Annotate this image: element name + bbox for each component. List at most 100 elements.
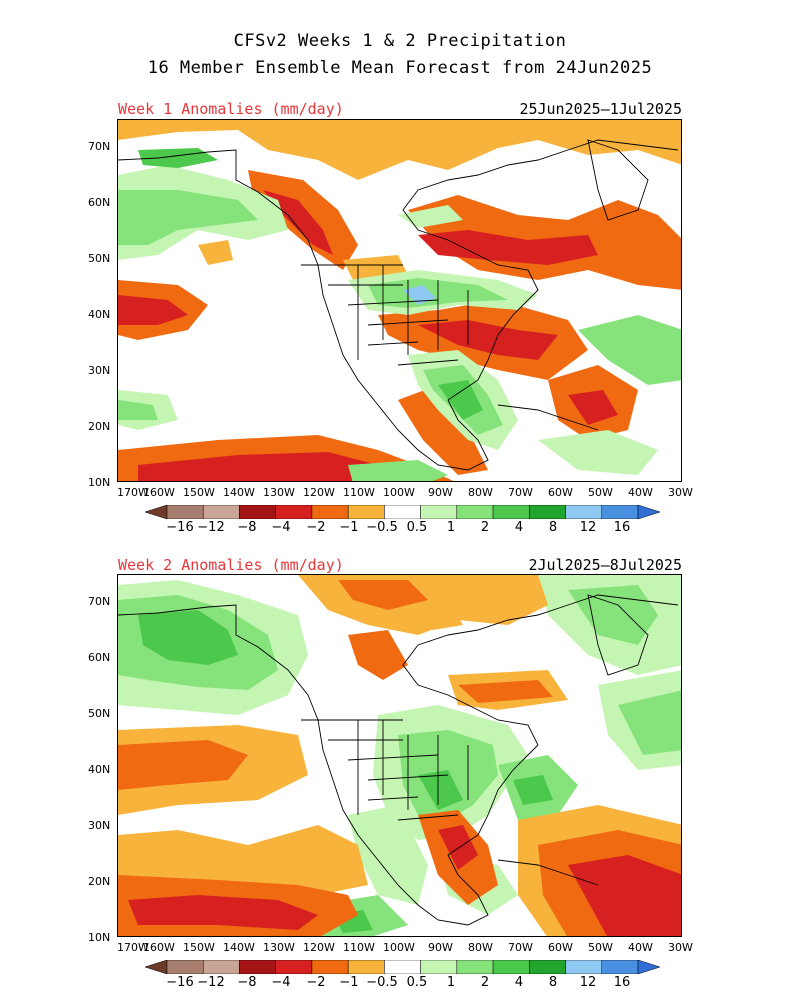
colorbar-max-triangle xyxy=(637,960,660,974)
w1-cbar-label: 0.5 xyxy=(406,520,428,535)
w1-lon-label: 160W xyxy=(143,486,175,499)
w1-cbar-label: −1 xyxy=(339,520,359,535)
w1-wet-blue-central xyxy=(403,285,436,305)
w1-cbar-label: 2 xyxy=(480,520,490,535)
w2-lat-label: 20N xyxy=(88,875,111,888)
w2-lat-label: 60N xyxy=(88,651,111,664)
w1-lon-label: 120W xyxy=(303,486,335,499)
w2-cbar-label: 16 xyxy=(613,975,631,990)
w1-wet-mid-pacific xyxy=(118,400,158,420)
w2-cbar-label: −8 xyxy=(237,975,257,990)
w2-coastlines xyxy=(118,594,679,926)
w1-wet-dark-gulf xyxy=(438,380,483,420)
w1-lat-label: 10N xyxy=(88,476,111,489)
w2-lat-label: 40N xyxy=(88,763,111,776)
w1-lon-label: 80W xyxy=(468,486,493,499)
w2-cbar-label: −1 xyxy=(339,975,359,990)
w1-cbar-label: 8 xyxy=(548,520,558,535)
w1-dry-dark-rockies xyxy=(263,190,333,255)
w2-lon-label: 80W xyxy=(468,941,493,954)
w2-cbar-label: 1 xyxy=(446,975,456,990)
colorbar-swatch xyxy=(347,505,385,519)
colorbar-swatch xyxy=(202,505,240,519)
w2-dry-light-sw xyxy=(118,825,368,895)
w2-lat-label: 70N xyxy=(88,595,111,608)
w2-cbar-label: 8 xyxy=(548,975,558,990)
w1-cbar-label: 4 xyxy=(514,520,524,535)
w2-dry-dark-gulf xyxy=(438,825,478,870)
w1-dry-dark-canada xyxy=(418,230,598,265)
colorbar-swatch xyxy=(420,505,458,519)
w1-lon-label: 130W xyxy=(263,486,295,499)
colorbar-max-triangle xyxy=(637,505,660,519)
colorbar-swatch xyxy=(529,960,566,974)
w1-wet-light-hudson xyxy=(398,205,463,228)
colorbar-swatch xyxy=(492,960,530,974)
colorbar-min-triangle xyxy=(145,505,168,519)
w2-dry-dark-tropics xyxy=(128,895,318,930)
w1-wet-mid-alaska xyxy=(118,190,258,245)
w1-cbar-label: −0.5 xyxy=(366,520,398,535)
colorbar-swatch xyxy=(420,960,458,974)
w1-wet-mid-se-atlantic xyxy=(578,315,681,385)
w1-dry-light-north xyxy=(118,120,681,180)
w2-wet-mid-se xyxy=(618,690,681,755)
week1-map xyxy=(117,119,682,482)
w2-wet-light-mexico xyxy=(348,805,428,905)
w2-cbar-label: −2 xyxy=(306,975,326,990)
w1-cbar-label: −2 xyxy=(306,520,326,535)
w1-lon-label: 90W xyxy=(428,486,453,499)
colorbar-swatch xyxy=(492,505,530,519)
w1-cbar-label: 1 xyxy=(446,520,456,535)
w2-dry-light-east-canada xyxy=(418,600,463,630)
w2-cbar-label: 12 xyxy=(579,975,597,990)
colorbar-swatch xyxy=(275,505,313,519)
w1-coastlines xyxy=(118,139,679,471)
w2-cbar-label: −0.5 xyxy=(366,975,398,990)
w2-lat-label: 50N xyxy=(88,707,111,720)
w2-lon-label: 100W xyxy=(383,941,415,954)
colorbar-swatch xyxy=(456,960,494,974)
colorbar-swatch xyxy=(275,960,313,974)
w2-lon-label: 120W xyxy=(303,941,335,954)
w1-cbar-label: −16 xyxy=(166,520,194,535)
w2-cbar-label: −4 xyxy=(271,975,291,990)
w2-cbar-label: 0.5 xyxy=(406,975,428,990)
w2-lon-label: 90W xyxy=(428,941,453,954)
week2-anomaly-field xyxy=(118,575,681,936)
colorbar-min-triangle xyxy=(145,960,168,974)
w1-dry-dark-atlantic xyxy=(568,390,618,425)
colorbar-swatch xyxy=(565,505,603,519)
w2-wet-dark-atlantic xyxy=(513,775,553,805)
w2-lon-label: 110W xyxy=(343,941,375,954)
w1-cbar-label: 12 xyxy=(579,520,597,535)
w2-wet-dark-alaska xyxy=(138,610,238,665)
colorbar-swatch xyxy=(166,505,204,519)
colorbar-swatch xyxy=(311,960,349,974)
colorbar-swatch xyxy=(601,505,639,519)
w2-lon-label: 170W xyxy=(117,941,149,954)
w2-cbar-label: −12 xyxy=(197,975,225,990)
w1-lon-label: 170W xyxy=(117,486,149,499)
w1-lon-label: 50W xyxy=(588,486,613,499)
w2-lat-label: 30N xyxy=(88,819,111,832)
w1-dry-light-sw xyxy=(198,240,233,265)
colorbar-swatch xyxy=(384,960,421,974)
w1-cbar-label: −8 xyxy=(237,520,257,535)
w2-wet-dark-central xyxy=(418,770,463,810)
colorbar-swatch xyxy=(239,960,276,974)
w1-cbar-label: −4 xyxy=(271,520,291,535)
w2-dry-mid-canada xyxy=(348,630,408,680)
w2-dry-mid-canada-e xyxy=(458,680,553,703)
w2-lon-label: 150W xyxy=(183,941,215,954)
w1-lon-label: 30W xyxy=(668,486,693,499)
w2-cbar-label: −16 xyxy=(166,975,194,990)
week2-map xyxy=(117,574,682,937)
w1-lat-label: 70N xyxy=(88,140,111,153)
w1-dry-dark-tropics xyxy=(138,452,378,481)
w1-lat-label: 20N xyxy=(88,420,111,433)
colorbar-swatch xyxy=(166,960,204,974)
w1-wet-light-carib xyxy=(538,430,658,475)
w2-lon-label: 50W xyxy=(588,941,613,954)
week2-colorbar xyxy=(145,960,660,974)
